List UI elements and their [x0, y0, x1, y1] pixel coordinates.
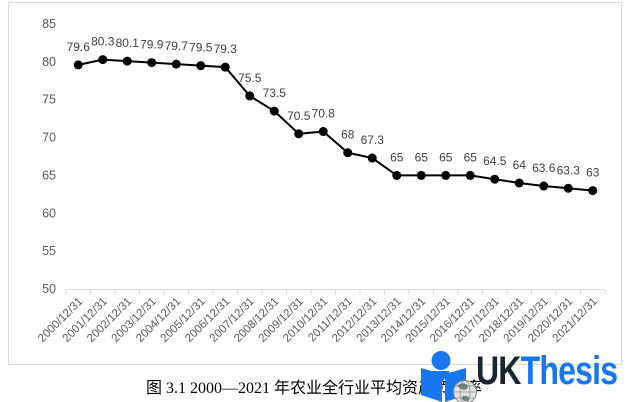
data-point	[294, 129, 304, 139]
data-point	[98, 55, 108, 65]
data-point-label: 65	[439, 150, 453, 164]
data-point	[465, 170, 475, 180]
chart-caption: 图 3.1 2000—2021 年农业全行业平均资产负债率	[145, 380, 482, 397]
y-tick-label: 50	[42, 282, 56, 296]
y-tick-label: 55	[42, 244, 56, 258]
data-point-label: 75.5	[238, 71, 262, 85]
reader-head-icon	[431, 351, 451, 370]
ukthesis-logo-icon	[421, 351, 477, 402]
data-point-label: 63	[586, 166, 600, 180]
data-point-label: 79.5	[189, 41, 213, 55]
data-point-label: 70.5	[287, 109, 311, 123]
data-point	[220, 62, 230, 72]
y-tick-label: 80	[42, 55, 56, 69]
data-point-label: 67.3	[361, 133, 385, 147]
data-point-label: 70.8	[312, 107, 336, 121]
chart-frame: 85 80 75 70 65 60 55 50 2000/12/31 2001/12/31 2002…	[8, 2, 622, 365]
data-point	[416, 170, 426, 180]
ukthesis-watermark: UKThesis	[416, 345, 628, 402]
y-tick-label: 60	[42, 206, 56, 220]
data-point	[539, 181, 549, 191]
data-point	[490, 174, 500, 184]
data-point	[514, 178, 524, 188]
data-point	[588, 186, 598, 196]
data-point-label: 79.9	[140, 38, 164, 52]
y-tick-label: 65	[42, 168, 56, 182]
data-point-label: 80.1	[116, 36, 140, 50]
data-point	[318, 127, 328, 137]
data-point-label: 79.6	[67, 40, 91, 54]
line-chart: 85807570656055502000/12/312001/12/312002…	[36, 17, 606, 345]
data-line	[78, 58, 593, 192]
data-point	[392, 170, 402, 180]
data-point	[73, 60, 83, 70]
data-point-label: 68	[341, 128, 355, 142]
ukthesis-logo-text: UKThesis	[476, 349, 618, 393]
globe-icon	[453, 380, 477, 402]
data-point-label: 64.5	[483, 154, 507, 168]
y-tick-label: 85	[42, 17, 56, 31]
data-point	[171, 59, 181, 69]
data-point	[367, 153, 377, 163]
data-point-label: 73.5	[263, 86, 287, 100]
data-point	[245, 91, 255, 101]
data-point-label: 79.3	[214, 42, 238, 56]
y-tick-label: 75	[42, 93, 56, 107]
data-point	[563, 183, 573, 193]
data-point	[269, 106, 279, 116]
data-point-label: 65	[390, 150, 404, 164]
data-point-label: 65	[415, 150, 429, 164]
data-point	[343, 148, 353, 158]
data-point	[196, 61, 206, 71]
ukthesis-logo-text-thesis: Thesis	[520, 349, 618, 393]
data-point-label: 79.7	[165, 39, 189, 53]
data-point-label: 80.3	[91, 35, 115, 49]
open-book-left-icon	[421, 368, 442, 402]
data-point-label: 65	[464, 150, 478, 164]
data-point-label: 63.3	[557, 163, 581, 177]
data-point-label: 63.6	[532, 161, 556, 175]
data-point-label: 64	[513, 158, 527, 172]
data-point	[441, 170, 451, 180]
ukthesis-logo-text-uk: UK	[476, 349, 521, 393]
data-point	[122, 56, 132, 66]
data-point	[147, 58, 157, 68]
y-tick-label: 70	[42, 131, 56, 145]
